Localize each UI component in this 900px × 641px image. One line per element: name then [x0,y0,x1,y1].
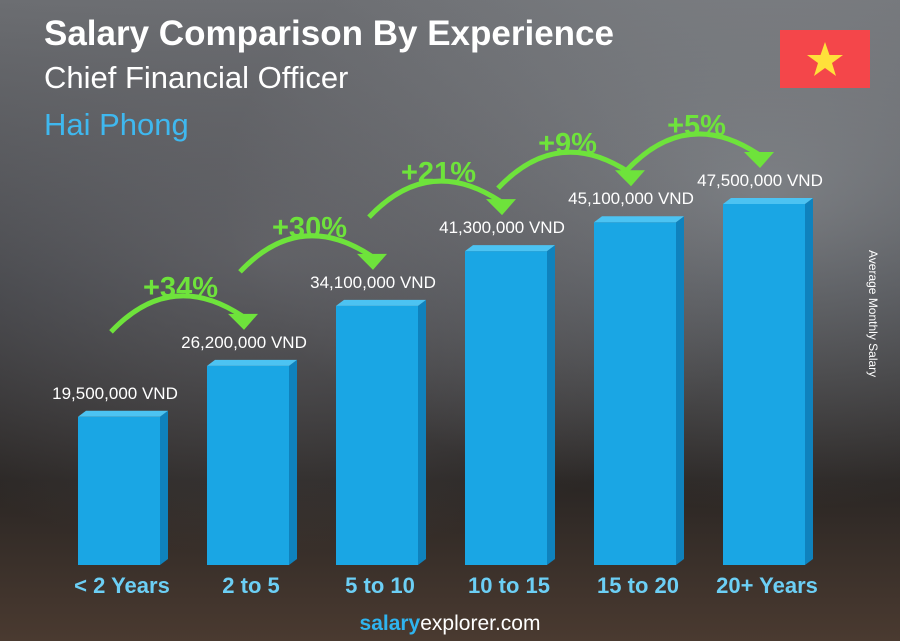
brand-bold: salary [359,612,421,635]
bar-side [676,216,684,566]
bar-side [805,198,813,565]
increase-label: +21% [401,157,476,189]
bar [336,305,418,565]
bar [465,251,547,565]
job-title: Chief Financial Officer [44,60,349,95]
bar-side [160,410,168,565]
location: Hai Phong [44,107,189,142]
category-label: < 2 Years [74,573,170,598]
category-label: 15 to 20 [597,573,679,598]
increase-arrow [367,178,502,219]
value-label: 34,100,000 VND [310,273,436,292]
bar-side [418,299,426,565]
bar [207,365,289,565]
bar-top [336,299,426,306]
arrow-head [486,199,516,216]
increase-label: +34% [143,272,218,304]
value-label: 45,100,000 VND [568,189,694,208]
value-label: 26,200,000 VND [181,333,307,352]
bar-side [547,245,555,565]
bar-top [594,216,684,223]
category-label: 5 to 10 [345,573,415,598]
bar-top [207,359,297,366]
bar [594,222,676,566]
value-label: 47,500,000 VND [697,171,823,190]
bar-side [289,359,297,565]
chart-title: Salary Comparison By Experience [44,14,614,53]
increase-label: +9% [538,128,597,160]
bar-top [78,410,168,417]
increase-arrow [109,293,244,334]
arrow-head [615,170,645,187]
bar [723,204,805,565]
increase-arrow [625,131,760,172]
brand-rest: explorer.com [420,612,541,635]
arrow-head [357,253,387,270]
arrow-head [228,313,258,330]
increase-arrow [238,233,373,274]
increase-label: +30% [272,212,347,244]
bar-top [465,245,555,252]
category-label: 20+ Years [716,573,818,598]
increase-label: +5% [667,110,726,142]
category-label: 10 to 15 [468,573,550,598]
vietnam-flag-icon [780,30,870,88]
bar [78,416,160,565]
increase-arrow [496,149,631,190]
category-label: 2 to 5 [222,573,279,598]
value-label: 41,300,000 VND [439,218,565,237]
bar-top [723,198,813,204]
arrow-head [744,152,774,168]
footer-brand[interactable]: salaryexplorer.com [0,612,900,636]
value-label: 19,500,000 VND [52,384,178,403]
